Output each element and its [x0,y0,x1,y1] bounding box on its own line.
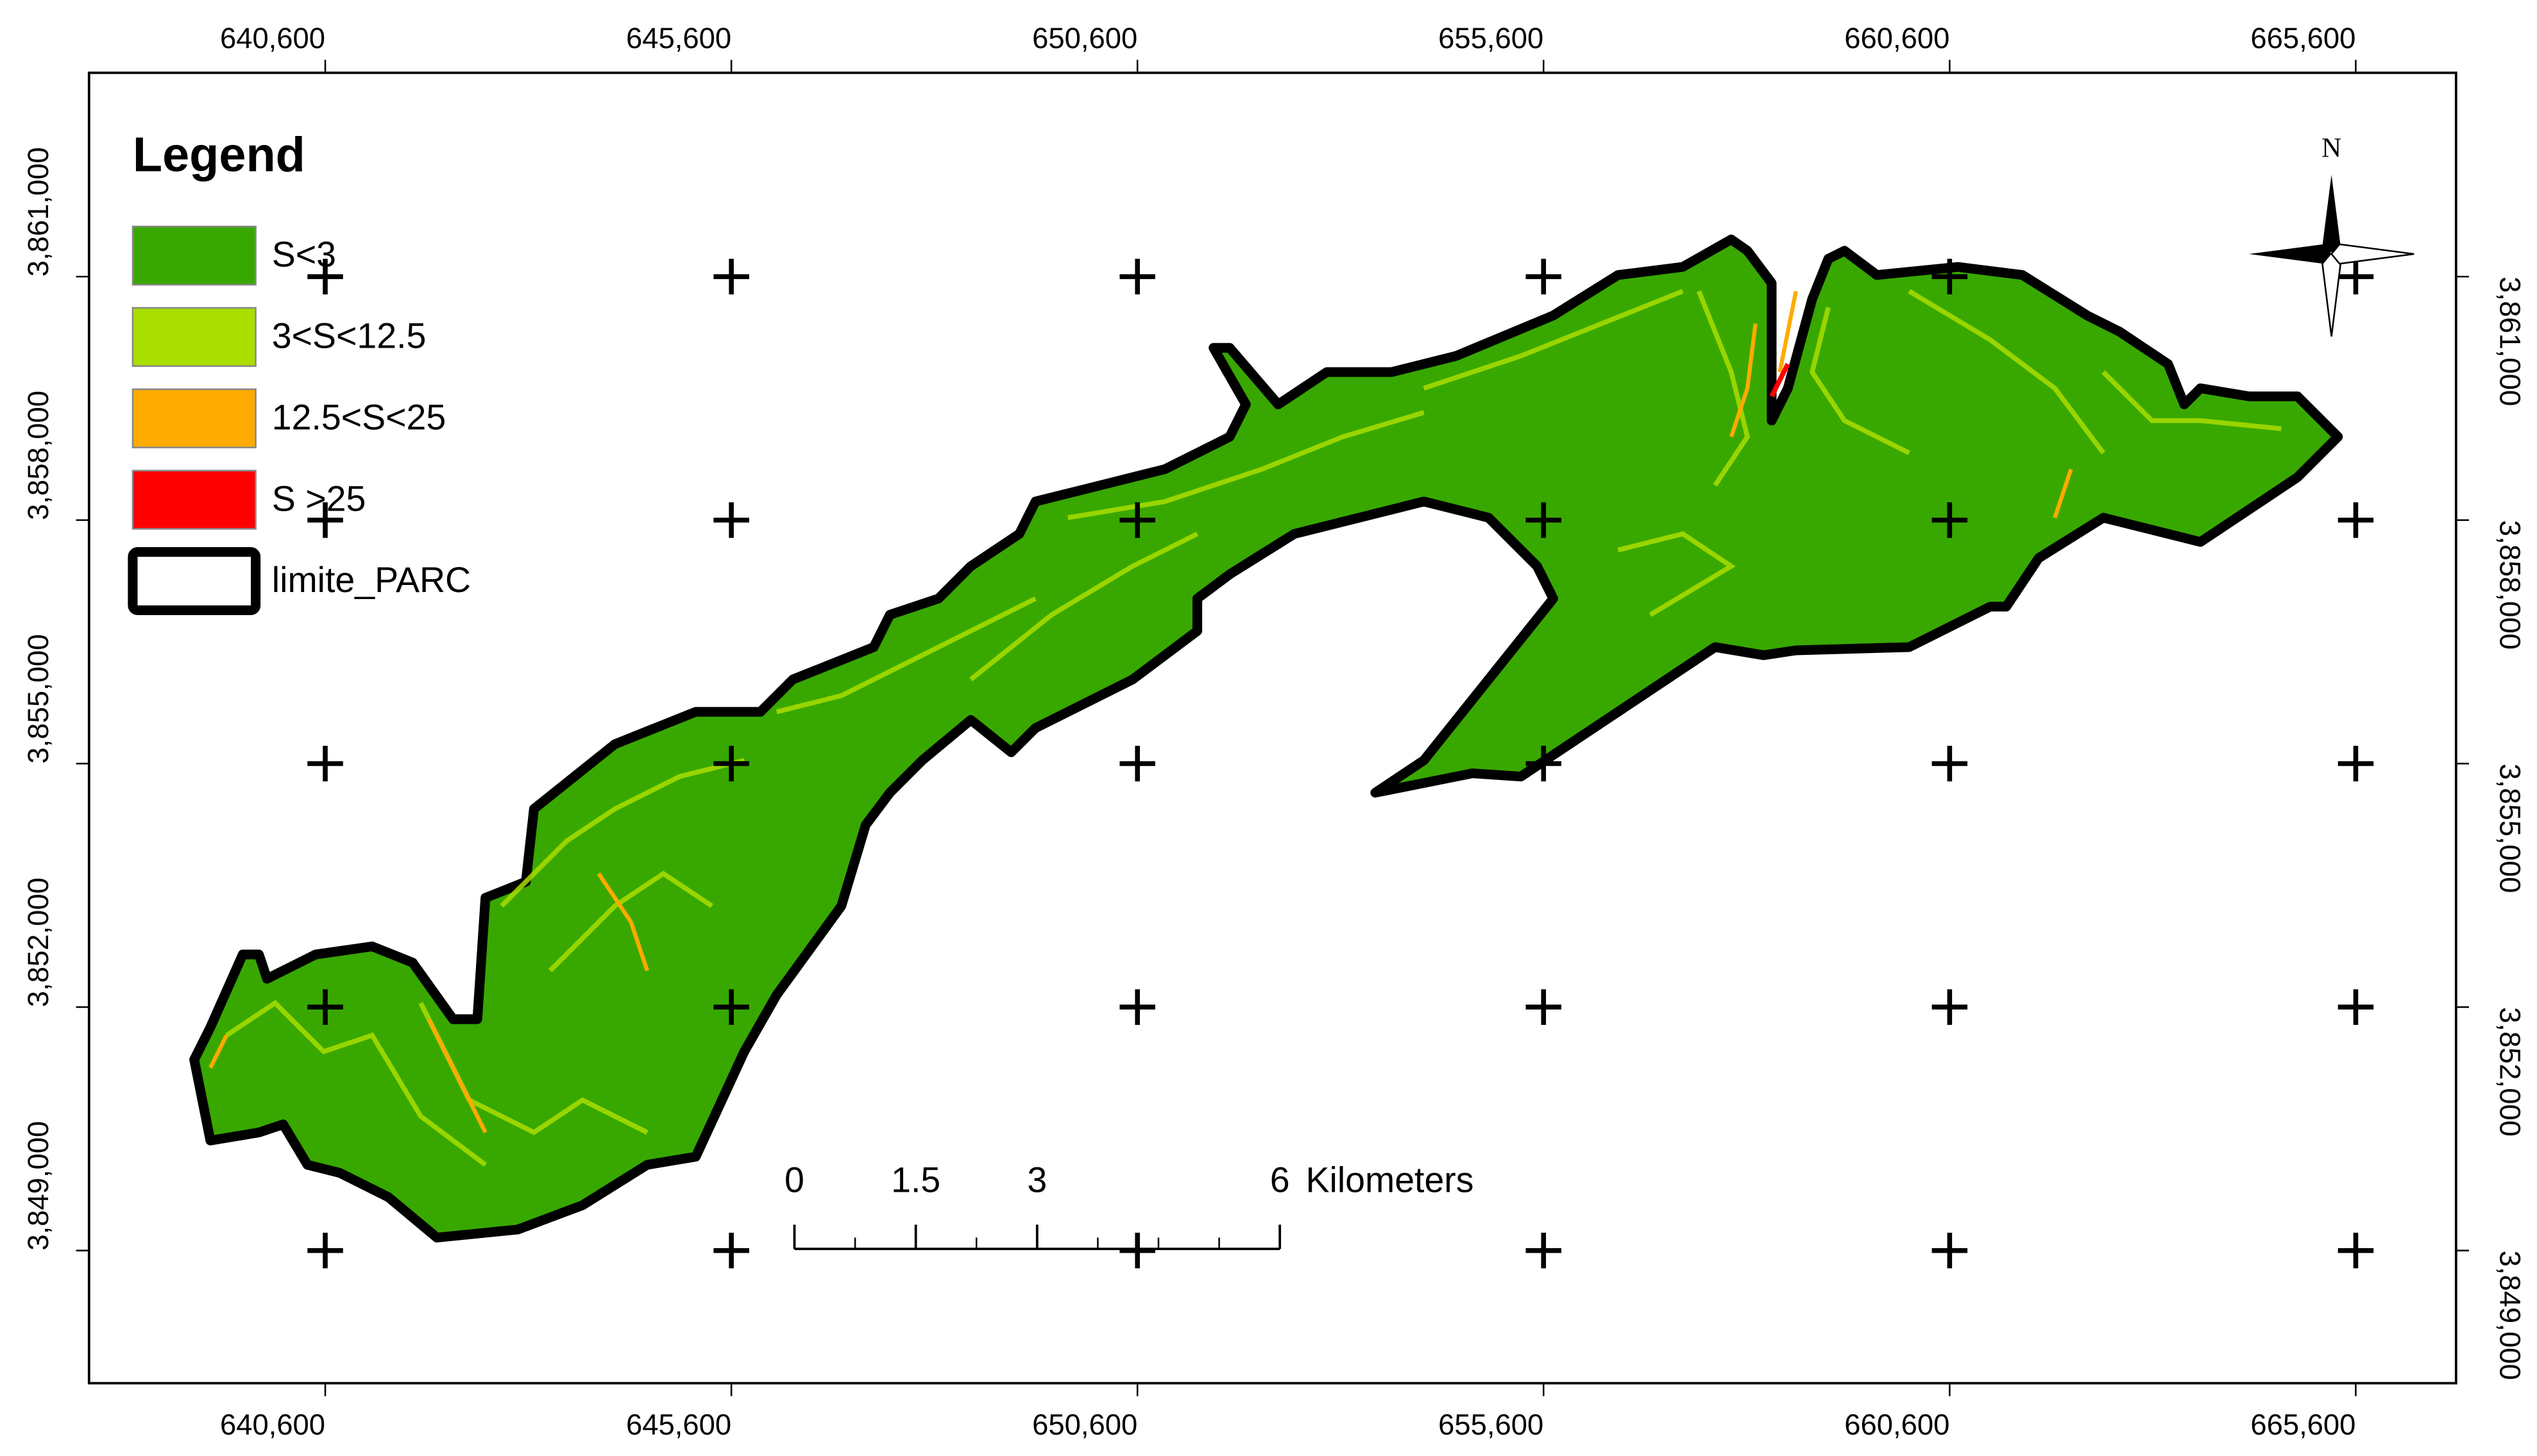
grid-cross [307,502,343,538]
x-tick-label: 645,600 [626,22,731,55]
x-tick-label: 650,600 [1032,1409,1137,1441]
grid-cross [2338,745,2374,782]
legend-label: S >25 [272,478,366,518]
grid-cross [713,745,749,782]
x-tick-label: 655,600 [1438,22,1543,55]
grid-cross [1119,258,1155,295]
x-tick-label: 640,600 [220,1409,325,1441]
grid-cross [2338,989,2374,1025]
grid-cross [1119,1232,1155,1269]
grid-cross [1119,745,1155,782]
grid-cross [713,258,749,295]
north-label: N [2321,133,2341,163]
legend-label: S<3 [272,235,336,275]
y-tick-label: 3,858,000 [22,391,55,520]
grid-cross [307,1232,343,1269]
y-tick-label: 3,849,000 [2494,1251,2527,1380]
grid-cross [1525,502,1562,538]
north-needle [2321,174,2341,259]
legend-label: limite_PARC [272,560,471,600]
legend-label: 12.5<S<25 [272,397,446,437]
y-tick-label: 3,858,000 [2494,520,2527,650]
north-arrow: N [2248,133,2414,337]
x-tick-label: 650,600 [1032,22,1137,55]
grid-cross [2338,502,2374,538]
x-tick-label: 645,600 [626,1409,731,1441]
steep-texture [208,291,2073,1133]
x-tick-label: 640,600 [220,22,325,55]
west-needle [2248,244,2332,264]
grid-cross [713,502,749,538]
legend-label: 3<S<12.5 [272,316,427,356]
south-needle [2321,250,2343,337]
scale-bar: 0 1.5 3 6 Kilometers [785,1160,1474,1251]
grid-cross [1119,502,1155,538]
grid-cross [1525,745,1562,782]
y-tick-label: 3,852,000 [22,877,55,1007]
scale-label: 6 [1270,1160,1290,1199]
grid-cross [1931,502,1968,538]
legend-swatch [132,388,257,448]
grid: 640,600 640,600 645,600 645,600 650,600 650,6… [22,22,2526,1441]
grid-cross [1525,1232,1562,1269]
x-tick-label: 665,600 [2250,22,2355,55]
grid-cross [2338,258,2374,295]
x-tick-label: 660,600 [1844,22,1949,55]
scale-unit: Kilometers [1306,1160,1474,1199]
grid-cross [1931,1232,1968,1269]
scale-label: 1.5 [891,1160,940,1199]
grid-cross [1931,745,1968,782]
x-tick-label: 655,600 [1438,1409,1543,1441]
y-tick-label: 3,852,000 [2494,1007,2527,1137]
grid-cross [1525,258,1562,295]
x-tick-label: 665,600 [2250,1409,2355,1441]
grid-cross [1931,258,1968,295]
grid-cross [2338,1232,2374,1269]
legend-swatch [132,307,257,368]
grid-cross [1525,989,1562,1025]
grid-cross [307,258,343,295]
grid-cross [1931,989,1968,1025]
grid-cross [713,1232,749,1269]
scale-label: 0 [785,1160,804,1199]
legend: Legend S<3 3<S<12.5 12.5<S<25 S >25 limite_P… [128,128,471,615]
slope-texture [225,289,2282,1167]
y-tick-label: 3,861,000 [2494,276,2527,406]
park [189,234,2343,1243]
grid-cross [713,989,749,1025]
x-tick-label: 660,600 [1844,1409,1949,1441]
legend-swatch [132,225,257,286]
y-tick-label: 3,855,000 [2494,763,2527,893]
grid-cross [307,989,343,1025]
park-area [189,234,2343,1243]
legend-swatch [132,470,257,530]
grid-cross [1119,989,1155,1025]
y-tick-label: 3,861,000 [22,147,55,276]
grid-cross [307,745,343,782]
east-needle [2330,243,2414,265]
legend-swatch [128,547,261,615]
y-tick-label: 3,849,000 [22,1121,55,1251]
legend-title: Legend [133,128,305,182]
y-tick-label: 3,855,000 [22,634,55,764]
very-steep-texture [1769,362,1790,398]
scale-label: 3 [1027,1160,1047,1199]
